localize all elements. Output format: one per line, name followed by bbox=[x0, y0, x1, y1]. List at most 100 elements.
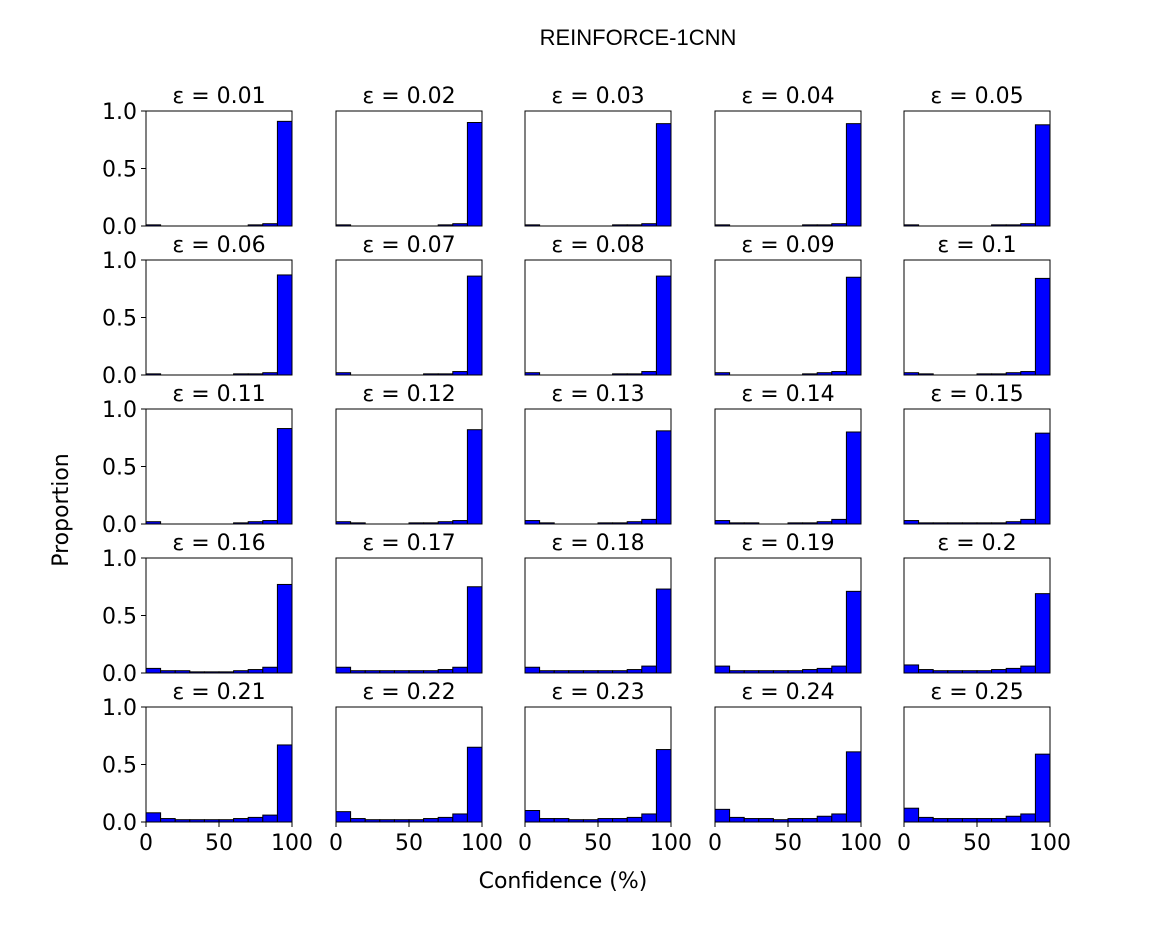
axes-frame bbox=[524, 408, 672, 525]
histogram-bar bbox=[262, 814, 278, 823]
panel-grid: ε = 0.01 0.0 0.5 1.0 ε = 0.02 ε = 0.03 ε = 0.0… bbox=[102, 84, 1071, 856]
histogram-panel: ε = 0.21 0.0 0.5 1.0 0 50 100 bbox=[102, 680, 313, 856]
panel-title: ε = 0.08 bbox=[551, 233, 644, 258]
panel-title: ε = 0.17 bbox=[362, 531, 455, 556]
histogram-bar bbox=[787, 818, 804, 823]
histogram-bar bbox=[903, 520, 920, 525]
histogram-bar bbox=[903, 664, 920, 674]
histogram-bar bbox=[802, 818, 818, 823]
panel-title: ε = 0.18 bbox=[551, 531, 644, 556]
histogram-bar bbox=[452, 666, 468, 674]
axes-frame bbox=[903, 110, 1051, 227]
histogram-bar bbox=[1034, 432, 1051, 525]
axes-frame bbox=[903, 259, 1051, 376]
panel-title: ε = 0.14 bbox=[741, 382, 834, 407]
histogram-bar bbox=[452, 371, 468, 376]
histogram-bar bbox=[831, 665, 847, 674]
panel-title: ε = 0.02 bbox=[362, 84, 455, 109]
histogram-panel: ε = 0.18 bbox=[524, 531, 672, 674]
y-axis-label: Proportion bbox=[49, 453, 74, 567]
panel-title: ε = 0.04 bbox=[741, 84, 834, 109]
y-tick-label: 0.0 bbox=[102, 215, 137, 240]
axes-frame bbox=[714, 408, 862, 525]
histogram-bar bbox=[233, 818, 249, 823]
y-tick-label: 0.5 bbox=[102, 307, 137, 332]
panel-title: ε = 0.22 bbox=[362, 680, 455, 705]
histogram-bar bbox=[831, 813, 847, 823]
x-tick-label: 50 bbox=[205, 831, 233, 856]
x-tick-label: 100 bbox=[271, 831, 313, 856]
histogram-bar bbox=[626, 816, 643, 823]
histogram-bar bbox=[466, 746, 483, 823]
histogram-bar bbox=[1005, 815, 1022, 823]
histogram-bar bbox=[276, 274, 293, 376]
histogram-bar bbox=[641, 371, 657, 376]
histogram-bar bbox=[247, 816, 264, 823]
histogram-bar bbox=[991, 818, 1007, 823]
histogram-bar bbox=[466, 429, 483, 525]
histogram-bar bbox=[597, 818, 614, 823]
y-tick-label: 0.5 bbox=[102, 605, 137, 630]
histogram-bar bbox=[276, 583, 293, 674]
histogram-bar bbox=[423, 818, 439, 823]
histogram-bar bbox=[539, 818, 555, 823]
histogram-bar bbox=[612, 818, 628, 823]
x-axis-label: Confidence (%) bbox=[479, 869, 648, 894]
histogram-bar bbox=[335, 811, 352, 823]
histogram-bar bbox=[655, 123, 672, 227]
histogram-bar bbox=[160, 818, 176, 823]
y-tick-label: 0.0 bbox=[102, 364, 137, 389]
histogram-bar bbox=[1034, 277, 1051, 376]
histogram-bar bbox=[262, 520, 278, 525]
histogram-bar bbox=[1005, 667, 1022, 674]
histogram-bar bbox=[524, 810, 541, 823]
histogram-panel: ε = 0.24 0 50 100 bbox=[708, 680, 882, 856]
histogram-panel: ε = 0.11 0.0 0.5 1.0 bbox=[102, 382, 293, 538]
histogram-bar bbox=[714, 520, 731, 525]
histogram-bar bbox=[1034, 753, 1051, 823]
histogram-bar bbox=[845, 751, 862, 823]
histogram-bar bbox=[845, 590, 862, 674]
histogram-bar bbox=[262, 666, 278, 674]
panel-title: ε = 0.09 bbox=[741, 233, 834, 258]
histogram-bar bbox=[743, 818, 760, 823]
panel-title: ε = 0.06 bbox=[172, 233, 265, 258]
x-tick-label: 50 bbox=[395, 831, 423, 856]
histogram-panel: ε = 0.08 bbox=[524, 233, 672, 376]
panel-title: ε = 0.12 bbox=[362, 382, 455, 407]
histogram-panel: ε = 0.14 bbox=[714, 382, 862, 525]
histogram-bar bbox=[655, 430, 672, 525]
axes-frame bbox=[335, 110, 483, 227]
y-tick-label: 0.5 bbox=[102, 456, 137, 481]
panel-title: ε = 0.2 bbox=[937, 531, 1016, 556]
x-tick-label: 0 bbox=[708, 831, 722, 856]
histogram-bar bbox=[276, 744, 293, 823]
histogram-bar bbox=[524, 520, 541, 525]
histogram-bar bbox=[976, 818, 993, 823]
histogram-bar bbox=[947, 818, 963, 823]
histogram-bar bbox=[1020, 371, 1036, 376]
histogram-panel: ε = 0.16 0.0 0.5 1.0 bbox=[102, 531, 293, 687]
axes-frame bbox=[903, 408, 1051, 525]
histogram-bar bbox=[845, 123, 862, 227]
panel-title: ε = 0.03 bbox=[551, 84, 644, 109]
x-tick-label: 50 bbox=[963, 831, 991, 856]
histogram-bar bbox=[1020, 518, 1036, 525]
histogram-bar bbox=[714, 808, 731, 823]
histogram-bar bbox=[145, 667, 162, 674]
x-tick-label: 100 bbox=[840, 831, 882, 856]
histogram-panel: ε = 0.07 bbox=[335, 233, 483, 376]
histogram-bar bbox=[991, 669, 1007, 674]
x-tick-label: 0 bbox=[897, 831, 911, 856]
panel-title: ε = 0.25 bbox=[930, 680, 1023, 705]
y-tick-label: 0.0 bbox=[102, 513, 137, 538]
axes-frame bbox=[903, 557, 1051, 674]
panel-title: ε = 0.23 bbox=[551, 680, 644, 705]
x-tick-label: 0 bbox=[139, 831, 153, 856]
histogram-bar bbox=[276, 120, 293, 227]
histogram-bar bbox=[335, 666, 352, 674]
histogram-bar bbox=[641, 518, 657, 525]
axes-frame bbox=[524, 259, 672, 376]
axes-frame bbox=[714, 557, 862, 674]
